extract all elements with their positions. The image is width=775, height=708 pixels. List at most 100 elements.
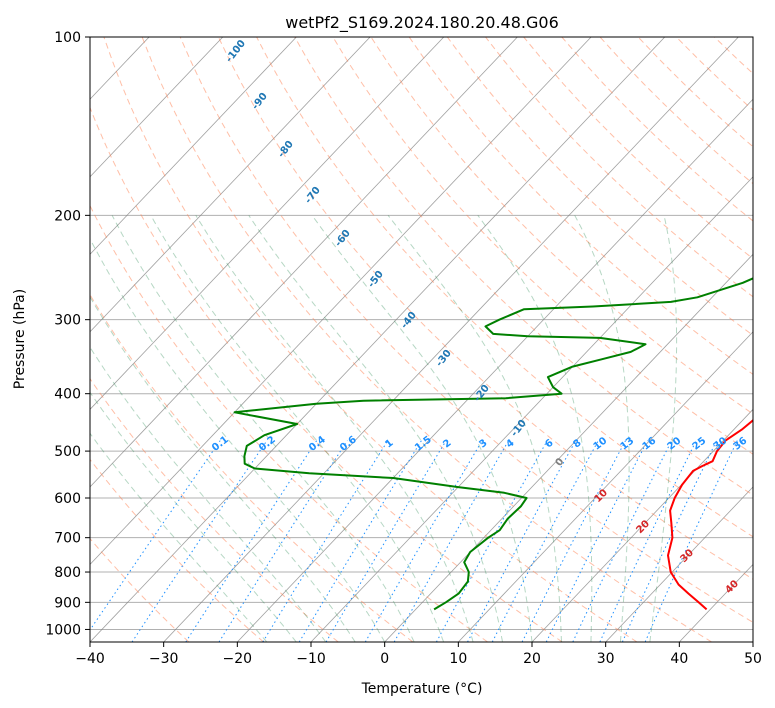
isotherm-line <box>90 37 518 488</box>
dry-adiabat-label: 10 <box>592 487 610 505</box>
dry-adiabat-line <box>256 37 753 538</box>
x-tick-label: 50 <box>744 651 762 667</box>
y-axis-ticks: 100 200 300 400 500 600 700 800 900 1000 <box>45 30 90 638</box>
mixing-ratio-line <box>364 440 483 642</box>
isotherm-line <box>90 37 445 410</box>
dry-adiabat-line <box>370 37 753 415</box>
moist-adiabat-label: -10 <box>509 418 529 439</box>
dry-adiabat-line <box>714 37 753 75</box>
mixing-ratio-line <box>572 440 673 642</box>
line-annotations: 0.1 0.2 0.4 0.6 1 1.5 2 3 4 6 8 10 13 16 20 25 30 36-100-… <box>210 38 749 596</box>
isotherm-line <box>90 37 371 333</box>
mixing-ratio-line <box>325 440 447 642</box>
y-tick-label: 100 <box>54 30 81 46</box>
moist-adiabat-line <box>90 346 327 642</box>
mixing-ratio-line <box>90 440 221 631</box>
mixing-ratio-label: 10 <box>592 435 610 452</box>
x-tick-label: 0 <box>380 651 389 667</box>
isotherm-line <box>90 37 224 178</box>
isotherm-line <box>605 486 753 642</box>
dry-adiabat-line <box>446 37 753 336</box>
isotherm-line <box>90 37 297 255</box>
moist-adiabat-line <box>387 214 562 642</box>
dry-adiabat-line <box>294 37 753 496</box>
x-tick-label: −10 <box>296 651 326 667</box>
dry-adiabat-label: 20 <box>634 518 652 536</box>
moist-adiabat-label: -90 <box>250 91 270 112</box>
mixing-ratio-label: 13 <box>619 435 637 452</box>
mixing-ratio-line <box>467 440 577 642</box>
isotherm-line <box>90 37 592 566</box>
mixing-ratio-line <box>298 440 422 642</box>
y-tick-label: 200 <box>54 208 81 224</box>
mixing-ratio-line <box>435 440 548 642</box>
mixing-ratio-label: 4 <box>504 438 516 451</box>
moist-adiabat-line <box>111 215 415 642</box>
moist-adiabat-label: -70 <box>303 185 323 206</box>
dry-adiabat-line <box>752 37 753 39</box>
temperature-profile-line <box>667 419 753 611</box>
isotherm-line <box>679 563 753 642</box>
dry-adiabat-line <box>217 37 753 580</box>
dry-adiabat-line <box>90 106 563 642</box>
x-tick-label: −40 <box>75 651 105 667</box>
x-tick-label: 30 <box>597 651 615 667</box>
mixing-ratio-label: 25 <box>691 435 709 452</box>
moist-adiabat-line <box>477 215 593 642</box>
dry-adiabat-line <box>637 37 753 148</box>
moist-adiabat-line <box>649 215 678 642</box>
y-tick-label: 700 <box>54 531 81 547</box>
mixing-ratio-line <box>491 440 599 642</box>
moist-adiabat-line <box>311 215 533 642</box>
mixing-ratio-line <box>185 440 318 642</box>
isotherm-line <box>90 37 666 642</box>
moist-adiabat-line <box>195 215 474 642</box>
moist-adiabat-line <box>574 215 630 642</box>
y-tick-label: 500 <box>54 444 81 460</box>
x-tick-label: −20 <box>223 651 253 667</box>
y-tick-label: 900 <box>54 595 81 611</box>
moist-adiabat-line <box>90 295 356 642</box>
moist-adiabat-label: -100 <box>224 38 248 65</box>
y-axis-label: Pressure (hPa) <box>12 289 28 389</box>
dry-adiabat-label: 40 <box>723 578 741 596</box>
plot-frame <box>89 36 754 643</box>
background-lines <box>0 37 753 642</box>
isotherm-line <box>458 331 753 642</box>
dry-adiabat-line <box>90 537 190 642</box>
dry-adiabat-line <box>90 204 488 642</box>
moist-adiabat-line <box>90 432 268 642</box>
y-tick-label: 600 <box>54 491 81 507</box>
y-tick-label: 800 <box>54 565 81 581</box>
mixing-ratio-line <box>521 440 626 642</box>
mixing-ratio-label: 20 <box>666 435 684 452</box>
y-tick-label: 300 <box>54 313 81 329</box>
moist-adiabat-line <box>248 215 503 642</box>
dry-adiabat-line <box>523 37 753 260</box>
mixing-ratio-label: 3 <box>477 438 489 451</box>
mixing-ratio-line <box>545 440 648 642</box>
y-tick-label: 400 <box>54 387 81 403</box>
moist-adiabat-label: 0 <box>554 456 567 468</box>
mixing-ratio-line <box>393 440 510 642</box>
mixing-ratio-label: 6 <box>543 438 555 451</box>
moist-adiabat-line <box>90 237 386 642</box>
moist-adiabat-label: -60 <box>333 228 353 249</box>
isotherm-line <box>384 253 753 642</box>
profile-lines <box>233 277 753 611</box>
chart-title: wetPf2_S169.2024.180.20.48.G06 <box>285 13 559 33</box>
isotherm-line <box>237 98 753 642</box>
x-tick-label: 40 <box>670 651 688 667</box>
x-axis-ticks: −40 −30 −20 −10 0 10 20 30 40 50 <box>75 642 762 667</box>
isotherm-line <box>0 37 2 642</box>
mixing-ratio-label: 1 <box>383 438 395 451</box>
isotherm-line <box>531 408 753 642</box>
x-tick-label: 10 <box>449 651 467 667</box>
mixing-ratio-label: 36 <box>732 435 750 452</box>
dry-adiabat-line <box>332 37 753 455</box>
moist-adiabat-label: -50 <box>366 269 386 290</box>
x-tick-label: 20 <box>523 651 541 667</box>
dewpoint-profile-line <box>233 277 753 611</box>
dry-adiabat-line <box>90 377 339 642</box>
